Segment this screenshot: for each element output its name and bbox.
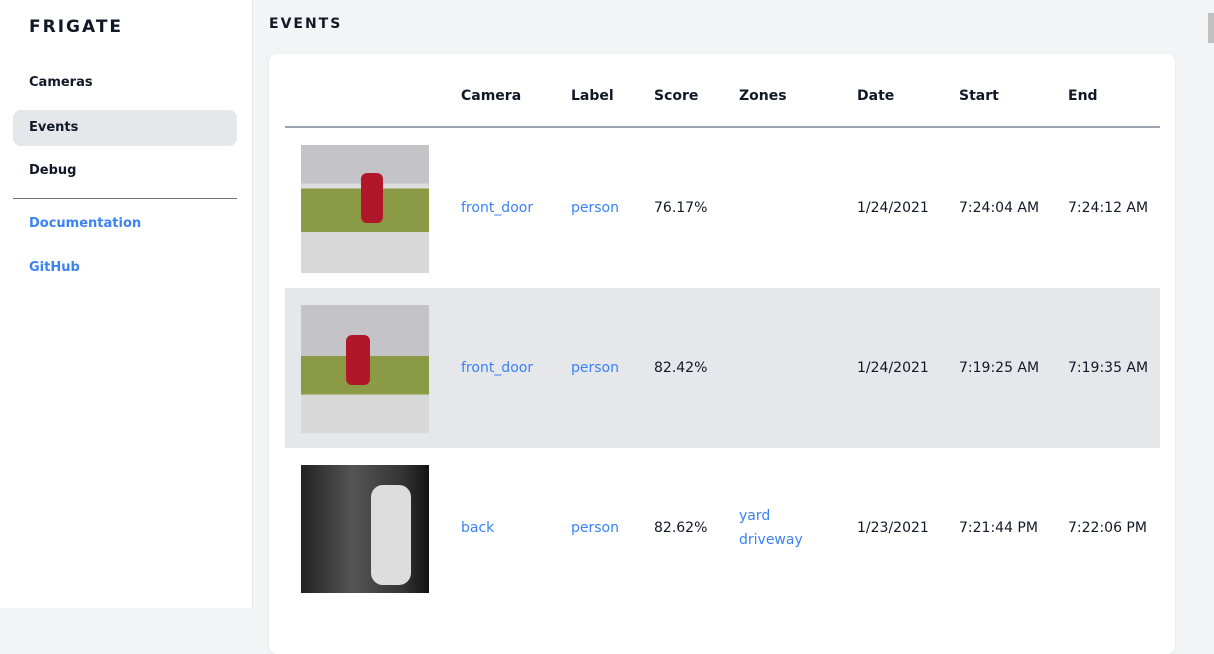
start-time: 7:24:04 AM bbox=[959, 200, 1040, 216]
date: 1/24/2021 bbox=[857, 200, 929, 216]
header-camera: Camera bbox=[461, 88, 522, 104]
sidebar-item-events[interactable]: Events bbox=[13, 110, 237, 146]
sidebar: FRIGATE Cameras Events Debug Documentati… bbox=[0, 0, 253, 608]
zone-link[interactable]: yard bbox=[739, 508, 771, 524]
event-thumbnail[interactable] bbox=[301, 305, 429, 433]
camera-link[interactable]: front_door bbox=[461, 200, 534, 216]
camera-link[interactable]: front_door bbox=[461, 360, 534, 376]
event-thumbnail[interactable] bbox=[301, 465, 429, 593]
date: 1/23/2021 bbox=[857, 520, 929, 536]
scrollbar-thumb[interactable] bbox=[1208, 13, 1214, 43]
event-thumbnail[interactable] bbox=[301, 145, 429, 273]
score: 82.62% bbox=[654, 520, 708, 536]
end-time: 7:19:35 AM bbox=[1068, 360, 1149, 376]
table-row[interactable]: front_door person 82.42% 1/24/2021 7:19:… bbox=[285, 288, 1160, 448]
label-link[interactable]: person bbox=[571, 360, 619, 376]
label-link[interactable]: person bbox=[571, 200, 619, 216]
score: 82.42% bbox=[654, 360, 708, 376]
header-divider bbox=[285, 126, 1160, 128]
github-link[interactable]: GitHub bbox=[29, 260, 80, 275]
header-start: Start bbox=[959, 88, 999, 104]
table-row[interactable]: back person 82.62% yard driveway 1/23/20… bbox=[285, 448, 1160, 608]
camera-link[interactable]: back bbox=[461, 520, 495, 536]
sidebar-item-cameras[interactable]: Cameras bbox=[29, 75, 93, 90]
header-score: Score bbox=[654, 88, 699, 104]
table-row[interactable]: front_door person 76.17% 1/24/2021 7:24:… bbox=[285, 128, 1160, 288]
header-zones: Zones bbox=[739, 88, 787, 104]
end-time: 7:22:06 PM bbox=[1068, 520, 1147, 536]
header-label: Label bbox=[571, 88, 614, 104]
zone-link[interactable]: driveway bbox=[739, 532, 803, 548]
sidebar-item-debug[interactable]: Debug bbox=[29, 163, 77, 178]
zones: yard driveway bbox=[739, 448, 803, 608]
start-time: 7:21:44 PM bbox=[959, 520, 1038, 536]
header-date: Date bbox=[857, 88, 895, 104]
start-time: 7:19:25 AM bbox=[959, 360, 1040, 376]
divider bbox=[13, 198, 237, 199]
end-time: 7:24:12 AM bbox=[1068, 200, 1149, 216]
label-link[interactable]: person bbox=[571, 520, 619, 536]
page-title: EVENTS bbox=[269, 16, 343, 32]
date: 1/24/2021 bbox=[857, 360, 929, 376]
brand-logo: FRIGATE bbox=[29, 17, 124, 37]
documentation-link[interactable]: Documentation bbox=[29, 216, 142, 231]
score: 76.17% bbox=[654, 200, 708, 216]
header-end: End bbox=[1068, 88, 1098, 104]
